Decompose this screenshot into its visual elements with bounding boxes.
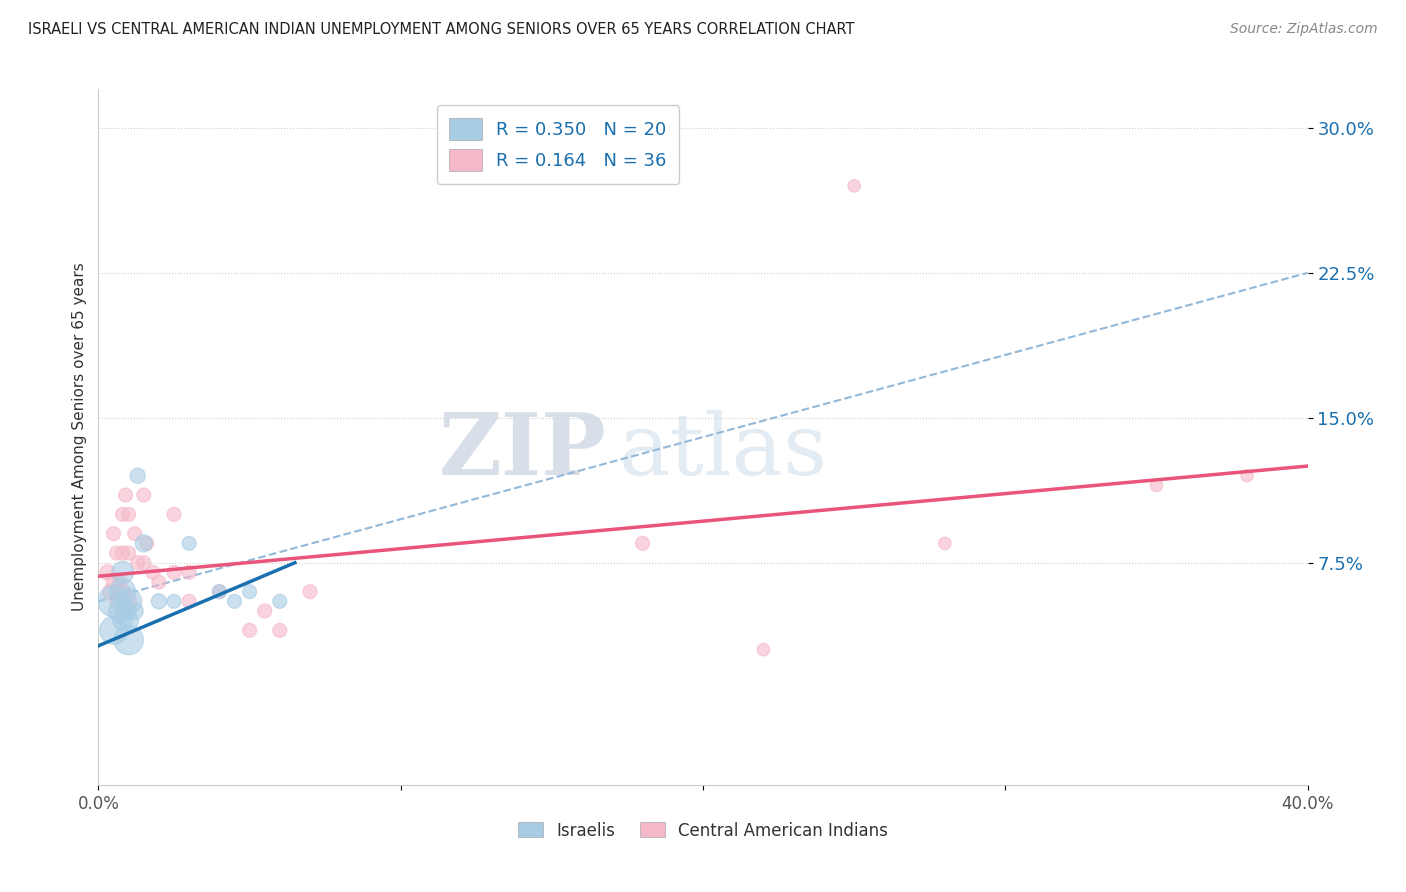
Point — [752, 642, 775, 657]
Text: Source: ZipAtlas.com: Source: ZipAtlas.com — [1230, 22, 1378, 37]
Point — [105, 546, 128, 560]
Point — [239, 584, 262, 599]
Y-axis label: Unemployment Among Seniors over 65 years: Unemployment Among Seniors over 65 years — [72, 263, 87, 611]
Point — [148, 574, 170, 589]
Point — [127, 468, 149, 483]
Point — [163, 566, 186, 580]
Point — [118, 614, 141, 628]
Point — [163, 508, 186, 522]
Point — [631, 536, 654, 550]
Point — [103, 526, 125, 541]
Point — [132, 488, 155, 502]
Point — [118, 594, 141, 608]
Point — [111, 566, 134, 580]
Point — [208, 584, 231, 599]
Point — [114, 604, 136, 618]
Point — [127, 556, 149, 570]
Point — [253, 604, 276, 618]
Point — [100, 584, 122, 599]
Point — [111, 584, 134, 599]
Point — [1144, 478, 1167, 492]
Point — [103, 624, 125, 638]
Point — [934, 536, 956, 550]
Point — [108, 604, 131, 618]
Point — [163, 594, 186, 608]
Point — [1236, 468, 1258, 483]
Point — [111, 584, 134, 599]
Point — [111, 614, 134, 628]
Text: atlas: atlas — [619, 409, 828, 492]
Point — [108, 574, 131, 589]
Point — [111, 546, 134, 560]
Point — [118, 594, 141, 608]
Point — [299, 584, 322, 599]
Point — [105, 594, 128, 608]
Point — [208, 584, 231, 599]
Point — [118, 508, 141, 522]
Point — [111, 508, 134, 522]
Text: ZIP: ZIP — [439, 409, 606, 493]
Legend: Israelis, Central American Indians: Israelis, Central American Indians — [512, 815, 894, 847]
Text: ISRAELI VS CENTRAL AMERICAN INDIAN UNEMPLOYMENT AMONG SENIORS OVER 65 YEARS CORR: ISRAELI VS CENTRAL AMERICAN INDIAN UNEMP… — [28, 22, 855, 37]
Point — [224, 594, 246, 608]
Point — [114, 488, 136, 502]
Point — [179, 594, 201, 608]
Point — [132, 536, 155, 550]
Point — [179, 536, 201, 550]
Point — [103, 574, 125, 589]
Point — [132, 556, 155, 570]
Point — [239, 624, 262, 638]
Point — [118, 546, 141, 560]
Point — [179, 566, 201, 580]
Point — [142, 566, 165, 580]
Point — [103, 594, 125, 608]
Point — [269, 594, 291, 608]
Point — [124, 526, 146, 541]
Point — [96, 566, 118, 580]
Point — [124, 604, 146, 618]
Point — [844, 178, 866, 193]
Point — [135, 536, 157, 550]
Point — [269, 624, 291, 638]
Point — [118, 633, 141, 648]
Point — [148, 594, 170, 608]
